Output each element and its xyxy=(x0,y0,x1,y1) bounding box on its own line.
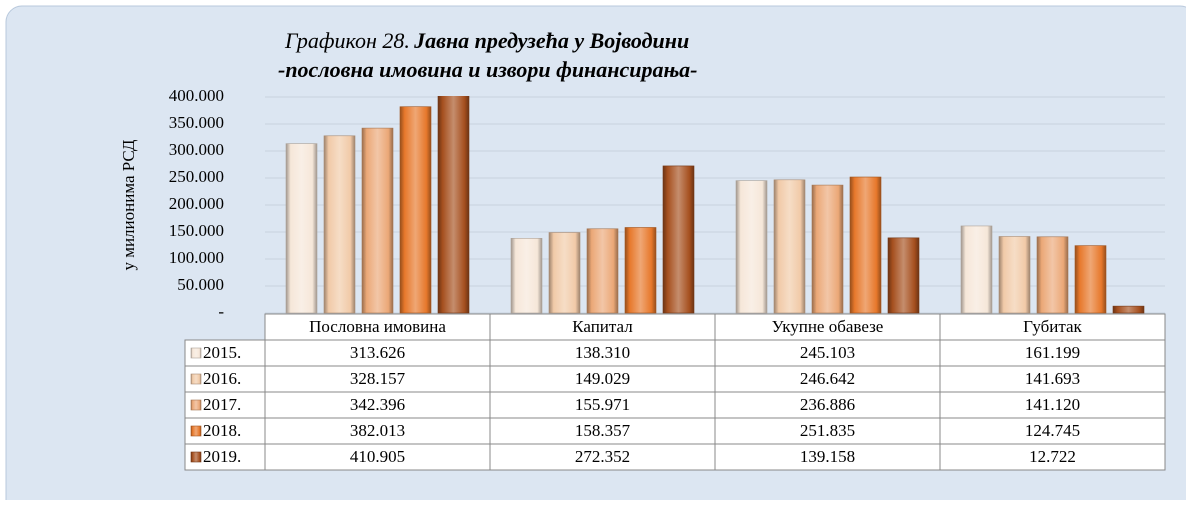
y-tick-label: 50.000 xyxy=(177,275,224,294)
table-header-cell xyxy=(489,313,716,341)
data-label: 328.157 xyxy=(350,369,406,388)
table-cell xyxy=(714,443,941,471)
bar xyxy=(811,184,844,314)
bars xyxy=(285,96,1145,314)
bar xyxy=(960,225,993,314)
table-cell xyxy=(489,339,716,367)
bar xyxy=(849,176,882,314)
bar xyxy=(998,236,1031,314)
data-label: 158.357 xyxy=(575,421,631,440)
data-label: 245.103 xyxy=(800,343,855,362)
bar xyxy=(773,179,806,314)
x-tick-label: Пословна имовина xyxy=(309,317,446,336)
bar xyxy=(323,135,356,314)
legend-label: 2016. xyxy=(203,369,241,388)
data-label: 161.199 xyxy=(1025,343,1080,362)
table-cell xyxy=(714,365,941,393)
legend-label: 2019. xyxy=(203,447,241,466)
data-label: 246.642 xyxy=(800,369,855,388)
data-label: 138.310 xyxy=(575,343,630,362)
table-header-cell xyxy=(939,313,1166,341)
bar xyxy=(662,165,695,314)
legend-label: 2018. xyxy=(203,421,241,440)
bar xyxy=(285,143,318,314)
table-cell xyxy=(264,365,491,393)
bar xyxy=(1036,236,1069,314)
y-axis-label: у милионима РСД xyxy=(119,139,138,270)
table-cell xyxy=(714,417,941,445)
bar xyxy=(437,96,470,314)
legend-swatch xyxy=(190,425,202,437)
legend-label: 2015. xyxy=(203,343,241,362)
x-tick-label: Губитак xyxy=(1023,317,1082,336)
x-tick-label: Капитал xyxy=(572,317,633,336)
data-label: 141.693 xyxy=(1025,369,1080,388)
data-label: 139.158 xyxy=(800,447,855,466)
bar xyxy=(1112,305,1145,314)
title-label: Графикон 28. xyxy=(284,28,410,53)
y-tick-label: 250.000 xyxy=(169,167,224,186)
data-label: 251.835 xyxy=(800,421,855,440)
data-label: 141.120 xyxy=(1025,395,1080,414)
bar xyxy=(887,237,920,314)
bar xyxy=(735,180,768,314)
legend-swatch xyxy=(190,451,202,463)
data-table: Пословна имовина Капитал Укупне обавезе Губ… xyxy=(184,313,1166,471)
table-header-cell xyxy=(264,313,491,341)
chart-title: Графикон 28. Јавна предузећа у Војводини xyxy=(284,28,689,53)
y-tick-label: 200.000 xyxy=(169,194,224,213)
x-tick-label: Укупне обавезе xyxy=(772,317,884,336)
legend-swatch xyxy=(190,347,202,359)
legend-swatch xyxy=(190,373,202,385)
table-cell xyxy=(939,443,1166,471)
y-tick-label: 400.000 xyxy=(169,86,224,105)
y-tick-label: 350.000 xyxy=(169,113,224,132)
table-cell xyxy=(489,417,716,445)
y-tick-label: 150.000 xyxy=(169,221,224,240)
bar xyxy=(361,127,394,314)
bar xyxy=(548,232,581,314)
y-tick-label: - xyxy=(218,302,224,321)
table-cell xyxy=(489,443,716,471)
data-label: 410.905 xyxy=(350,447,405,466)
data-label: 382.013 xyxy=(350,421,405,440)
table-header-cell xyxy=(714,313,941,341)
data-label: 12.722 xyxy=(1029,447,1076,466)
table-cell xyxy=(939,417,1166,445)
bar xyxy=(510,238,543,314)
data-label: 342.396 xyxy=(350,395,405,414)
data-label: 124.745 xyxy=(1025,421,1080,440)
y-tick-label: 300.000 xyxy=(169,140,224,159)
title-main: Јавна предузећа у Војводини xyxy=(413,28,689,53)
legend-label: 2017. xyxy=(203,395,241,414)
legend-swatch xyxy=(190,399,202,411)
bar xyxy=(399,106,432,314)
data-label: 236.886 xyxy=(800,395,855,414)
data-label: 272.352 xyxy=(575,447,630,466)
y-tick-label: 100.000 xyxy=(169,248,224,267)
data-label: 313.626 xyxy=(350,343,405,362)
bar xyxy=(586,228,619,314)
bar xyxy=(624,227,657,314)
data-label: 155.971 xyxy=(575,395,630,414)
table-cell xyxy=(939,339,1166,367)
chart-subtitle: -пословна имовина и извори финансирања- xyxy=(278,57,698,82)
data-label: 149.029 xyxy=(575,369,630,388)
bar xyxy=(1074,245,1107,314)
